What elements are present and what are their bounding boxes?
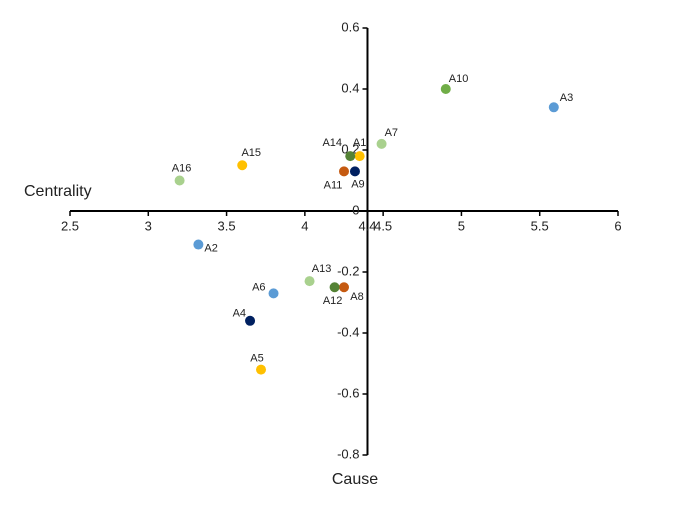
y-tick-label: -0.6 (337, 385, 359, 400)
point-label: A2 (204, 242, 217, 254)
point-label: A16 (172, 162, 192, 174)
x-axis-title: Cause (332, 471, 378, 488)
point-label: A6 (252, 281, 265, 293)
x-tick-label: 6 (614, 218, 621, 233)
y-tick-label: 0.4 (341, 80, 359, 95)
point (345, 151, 356, 162)
point (245, 315, 256, 326)
point (354, 151, 365, 162)
point-label: A13 (312, 263, 332, 275)
point-label: A14 (322, 137, 342, 149)
point-label: A4 (233, 308, 246, 320)
point (304, 276, 315, 287)
point (268, 288, 279, 299)
x-tick-label: 5.5 (531, 218, 549, 233)
point-label: A15 (241, 147, 261, 159)
y-tick-label: 0 (352, 202, 359, 217)
point (237, 160, 248, 171)
point (548, 102, 559, 113)
y-tick-label: 0.2 (341, 141, 359, 156)
point (193, 239, 204, 250)
point (339, 166, 349, 177)
y-axis-title: Centrality (24, 183, 92, 200)
y-tick-label: -0.4 (337, 324, 359, 339)
x-tick-label: 3.5 (218, 218, 236, 233)
x-tick-label: 2.5 (61, 218, 79, 233)
point-label: A3 (560, 92, 573, 104)
point (339, 282, 349, 293)
point (440, 84, 451, 94)
x-tick-label: 3 (145, 218, 152, 233)
point (329, 282, 340, 293)
y-tick-label: -0.8 (337, 446, 359, 461)
x-tick-label: 4.4 (358, 218, 376, 233)
y-tick-label: 0.6 (341, 19, 359, 34)
y-tick-label: -0.2 (337, 263, 359, 278)
point (256, 364, 267, 375)
x-tick-label: 5 (458, 218, 465, 233)
point-label: A9 (351, 178, 364, 190)
point (174, 175, 185, 186)
x-tick-label: 4 (301, 218, 308, 233)
point-label: A7 (385, 127, 398, 139)
point (349, 166, 360, 177)
point-label: A12 (323, 295, 343, 307)
point-label: A10 (449, 73, 469, 85)
point-label: A8 (350, 291, 363, 303)
point-label: A5 (250, 353, 263, 365)
x-tick-label: 4.5 (374, 218, 392, 233)
point (376, 138, 387, 149)
point-label: A11 (324, 179, 343, 191)
point-label: A1 (353, 137, 366, 149)
